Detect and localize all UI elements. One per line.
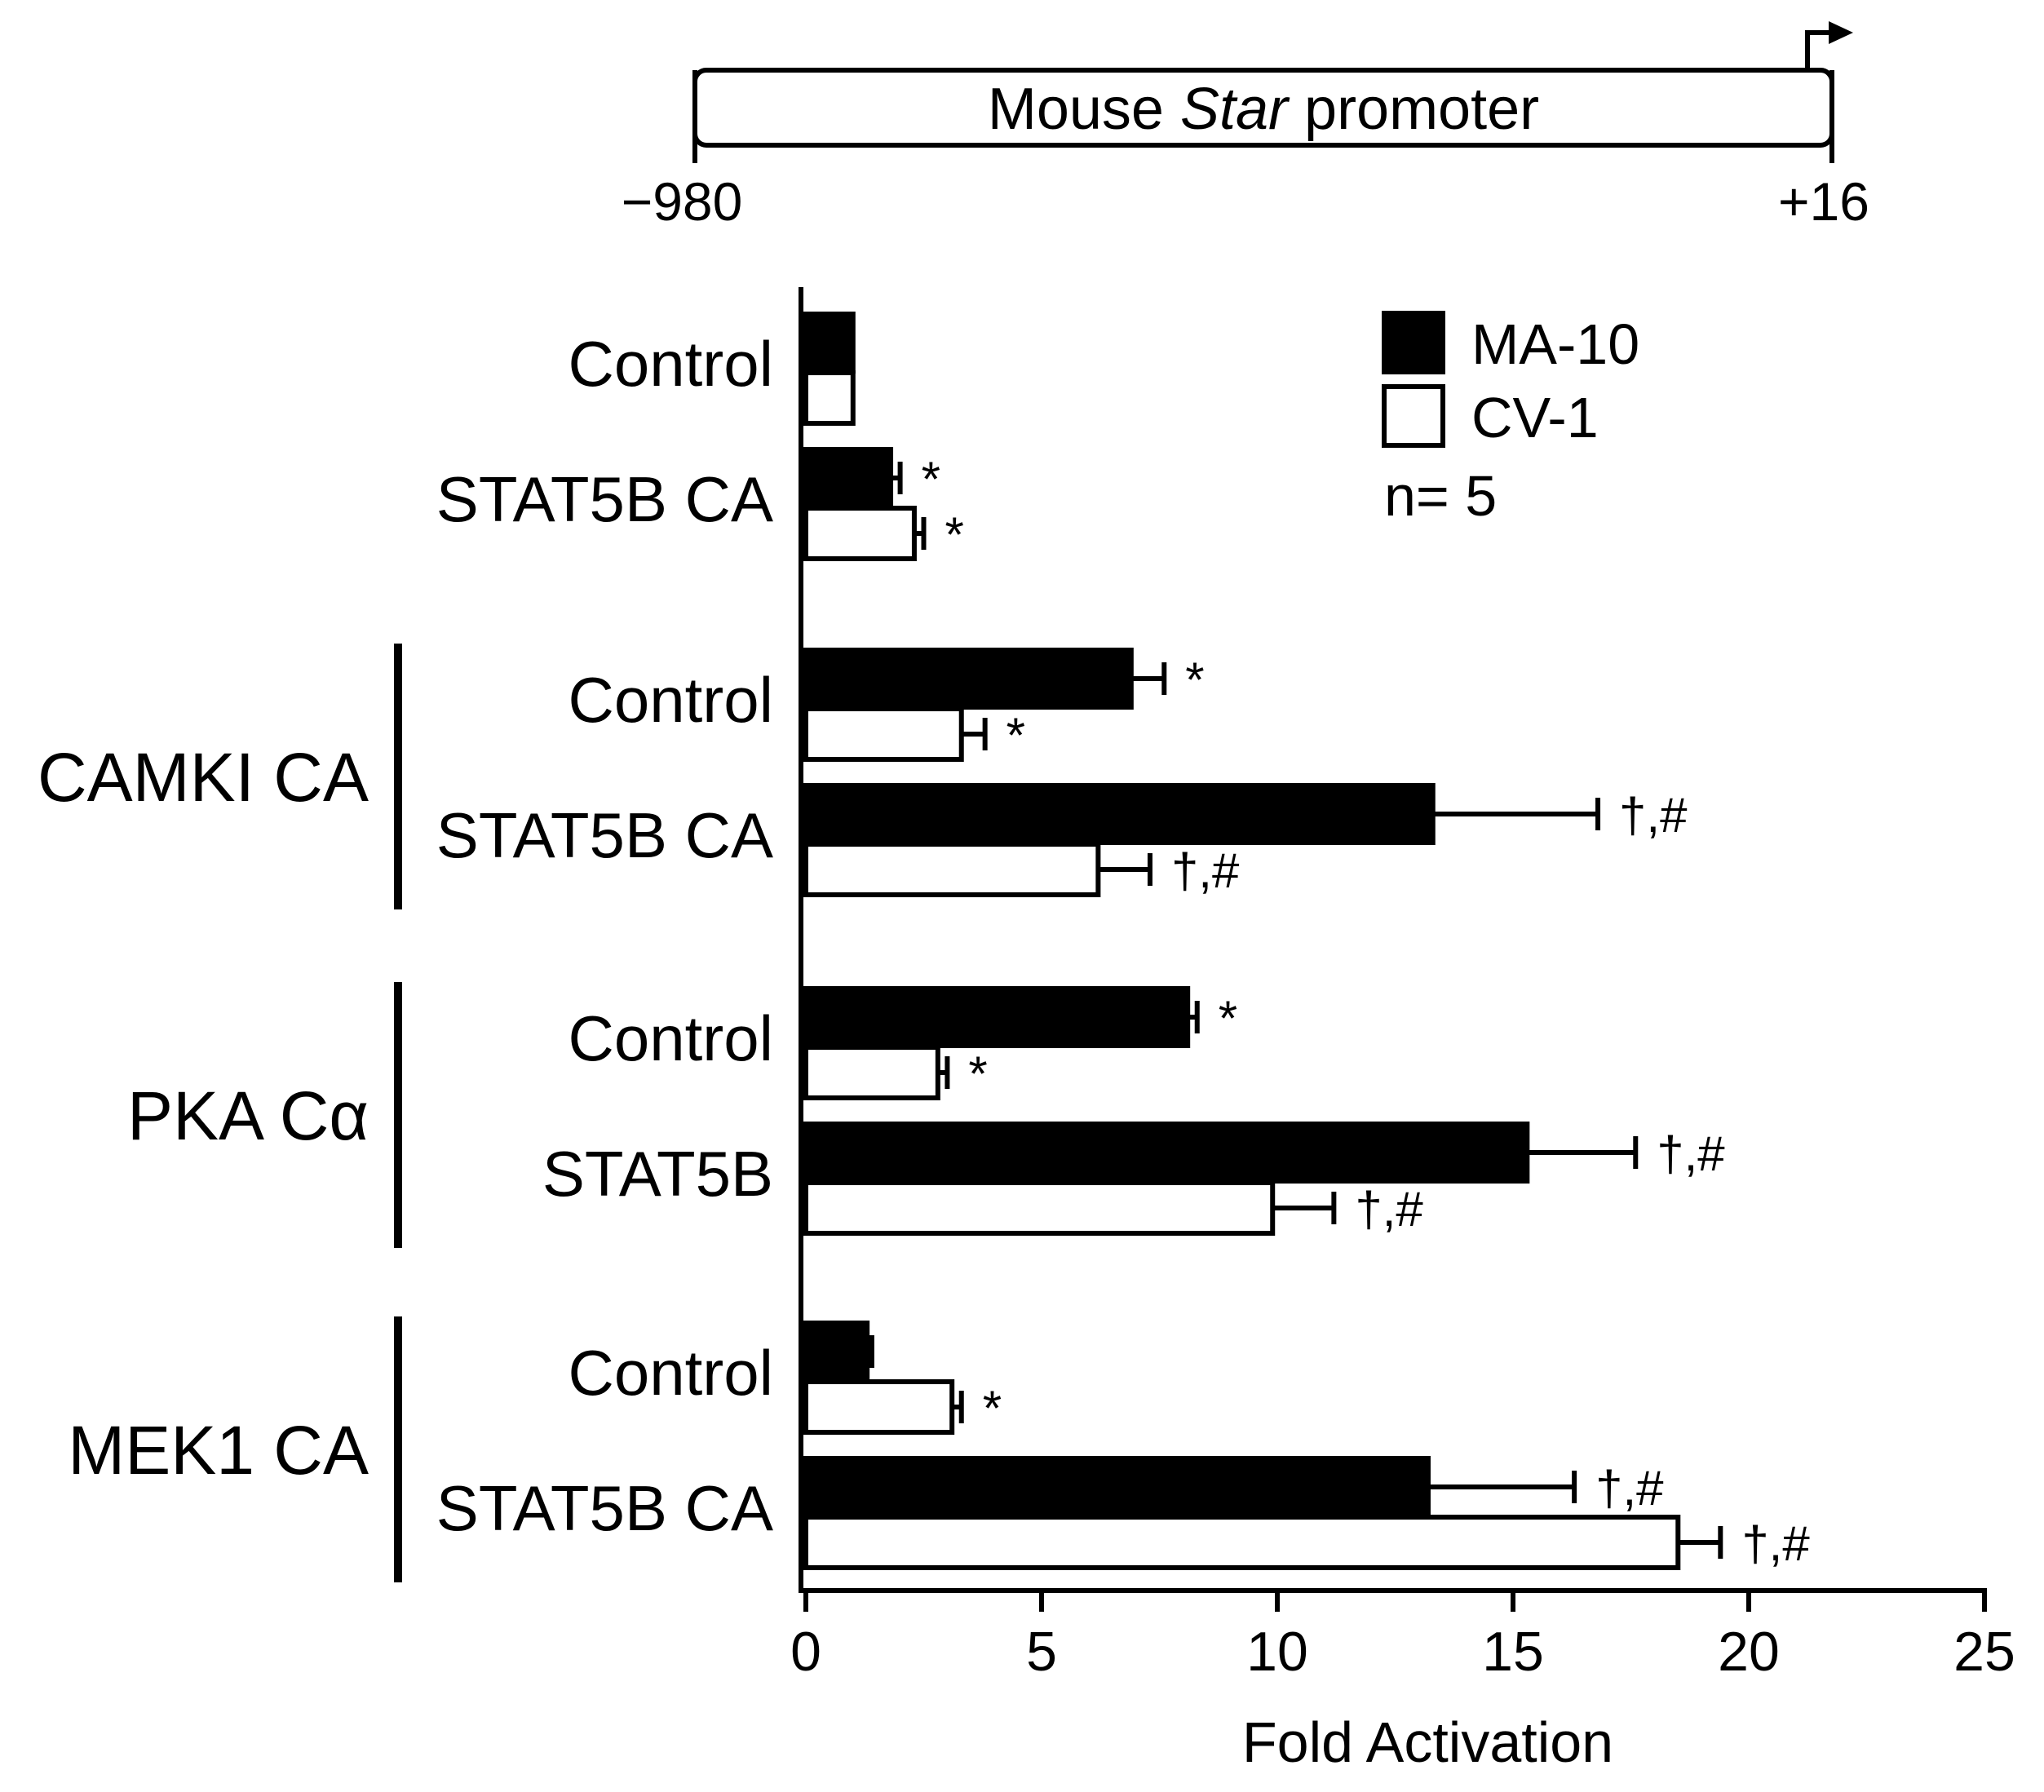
- promoter-label: Mouse Star promoter: [988, 77, 1539, 142]
- promoter-schematic: Mouse Star promoter −980 +16: [622, 21, 1869, 232]
- bar-cv1: [803, 1515, 1681, 1570]
- legend-n-label: n= 5: [1384, 464, 1497, 528]
- group-label: PKA Cα: [127, 1077, 369, 1154]
- significance-marker: †,#: [1355, 1182, 1423, 1237]
- promoter-end-label: +16: [1778, 171, 1869, 232]
- bar-ma10: [803, 648, 1134, 710]
- transcription-start-arrow-icon: [1805, 21, 1853, 70]
- group-label: MEK1 CA: [68, 1412, 369, 1489]
- category-label: Control: [569, 328, 773, 400]
- x-tick-label: 15: [1482, 1621, 1544, 1683]
- significance-marker: *: [922, 452, 940, 507]
- significance-marker: *: [1219, 991, 1237, 1046]
- bar-cv1: [803, 506, 917, 561]
- bar-ma10: [803, 986, 1191, 1048]
- bar-ma10: [803, 312, 856, 374]
- x-tick-label: 0: [790, 1621, 821, 1683]
- significance-marker: *: [983, 1381, 1002, 1436]
- legend-swatch: [1382, 311, 1445, 374]
- category-label: Control: [569, 664, 773, 736]
- bar-ma10: [803, 1456, 1431, 1518]
- significance-marker: †,#: [1171, 843, 1240, 898]
- category-label: Control: [569, 1337, 773, 1409]
- bar-cv1: [803, 706, 964, 762]
- x-tick-label: 5: [1026, 1621, 1057, 1683]
- bar-ma10: [803, 1122, 1530, 1184]
- category-label: Control: [569, 1002, 773, 1074]
- category-label: STAT5B: [542, 1138, 773, 1210]
- significance-marker: *: [945, 507, 964, 562]
- significance-marker: †,#: [1619, 788, 1688, 843]
- x-tick-label: 20: [1718, 1621, 1780, 1683]
- significance-marker: *: [968, 1046, 987, 1101]
- category-label: STAT5B CA: [436, 1472, 773, 1544]
- legend-label: MA-10: [1471, 312, 1639, 376]
- significance-marker: *: [1007, 708, 1025, 763]
- x-tick-label: 25: [1953, 1621, 2015, 1683]
- legend-label: CV-1: [1471, 386, 1599, 449]
- legend: MA-10 CV-1 n= 5: [1382, 311, 1639, 528]
- significance-marker: *: [1185, 653, 1204, 707]
- significance-marker: †,#: [1657, 1126, 1725, 1181]
- bar-ma10: [803, 783, 1436, 845]
- bar-cv1: [803, 1379, 955, 1435]
- promoter-start-label: −980: [622, 171, 743, 232]
- category-label: STAT5B CA: [436, 799, 773, 871]
- x-tick-label: 10: [1246, 1621, 1308, 1683]
- bar-ma10: [803, 447, 894, 509]
- category-labels: Control STAT5B CA Control STAT5B CA CAMKI CA…: [38, 328, 773, 1582]
- significance-marker: †,#: [1741, 1516, 1810, 1571]
- bar-ma10: [803, 1321, 870, 1383]
- bar-cv1: [803, 370, 856, 426]
- significance-marker: †,#: [1595, 1461, 1664, 1515]
- bar-cv1: [803, 842, 1101, 897]
- x-axis-title: Fold Activation: [1242, 1710, 1613, 1774]
- group-label: CAMKI CA: [38, 739, 369, 816]
- chart-axes: 0 5 10 15 20 25 Fold Activation: [790, 287, 2015, 1774]
- category-label: STAT5B CA: [436, 463, 773, 535]
- legend-swatch: [1382, 384, 1445, 448]
- bar-cv1: [803, 1045, 940, 1100]
- bar-cv1: [803, 1180, 1276, 1236]
- chart-bars: ****†,#†,#**†,#†,#*†,#†,#: [803, 312, 1810, 1571]
